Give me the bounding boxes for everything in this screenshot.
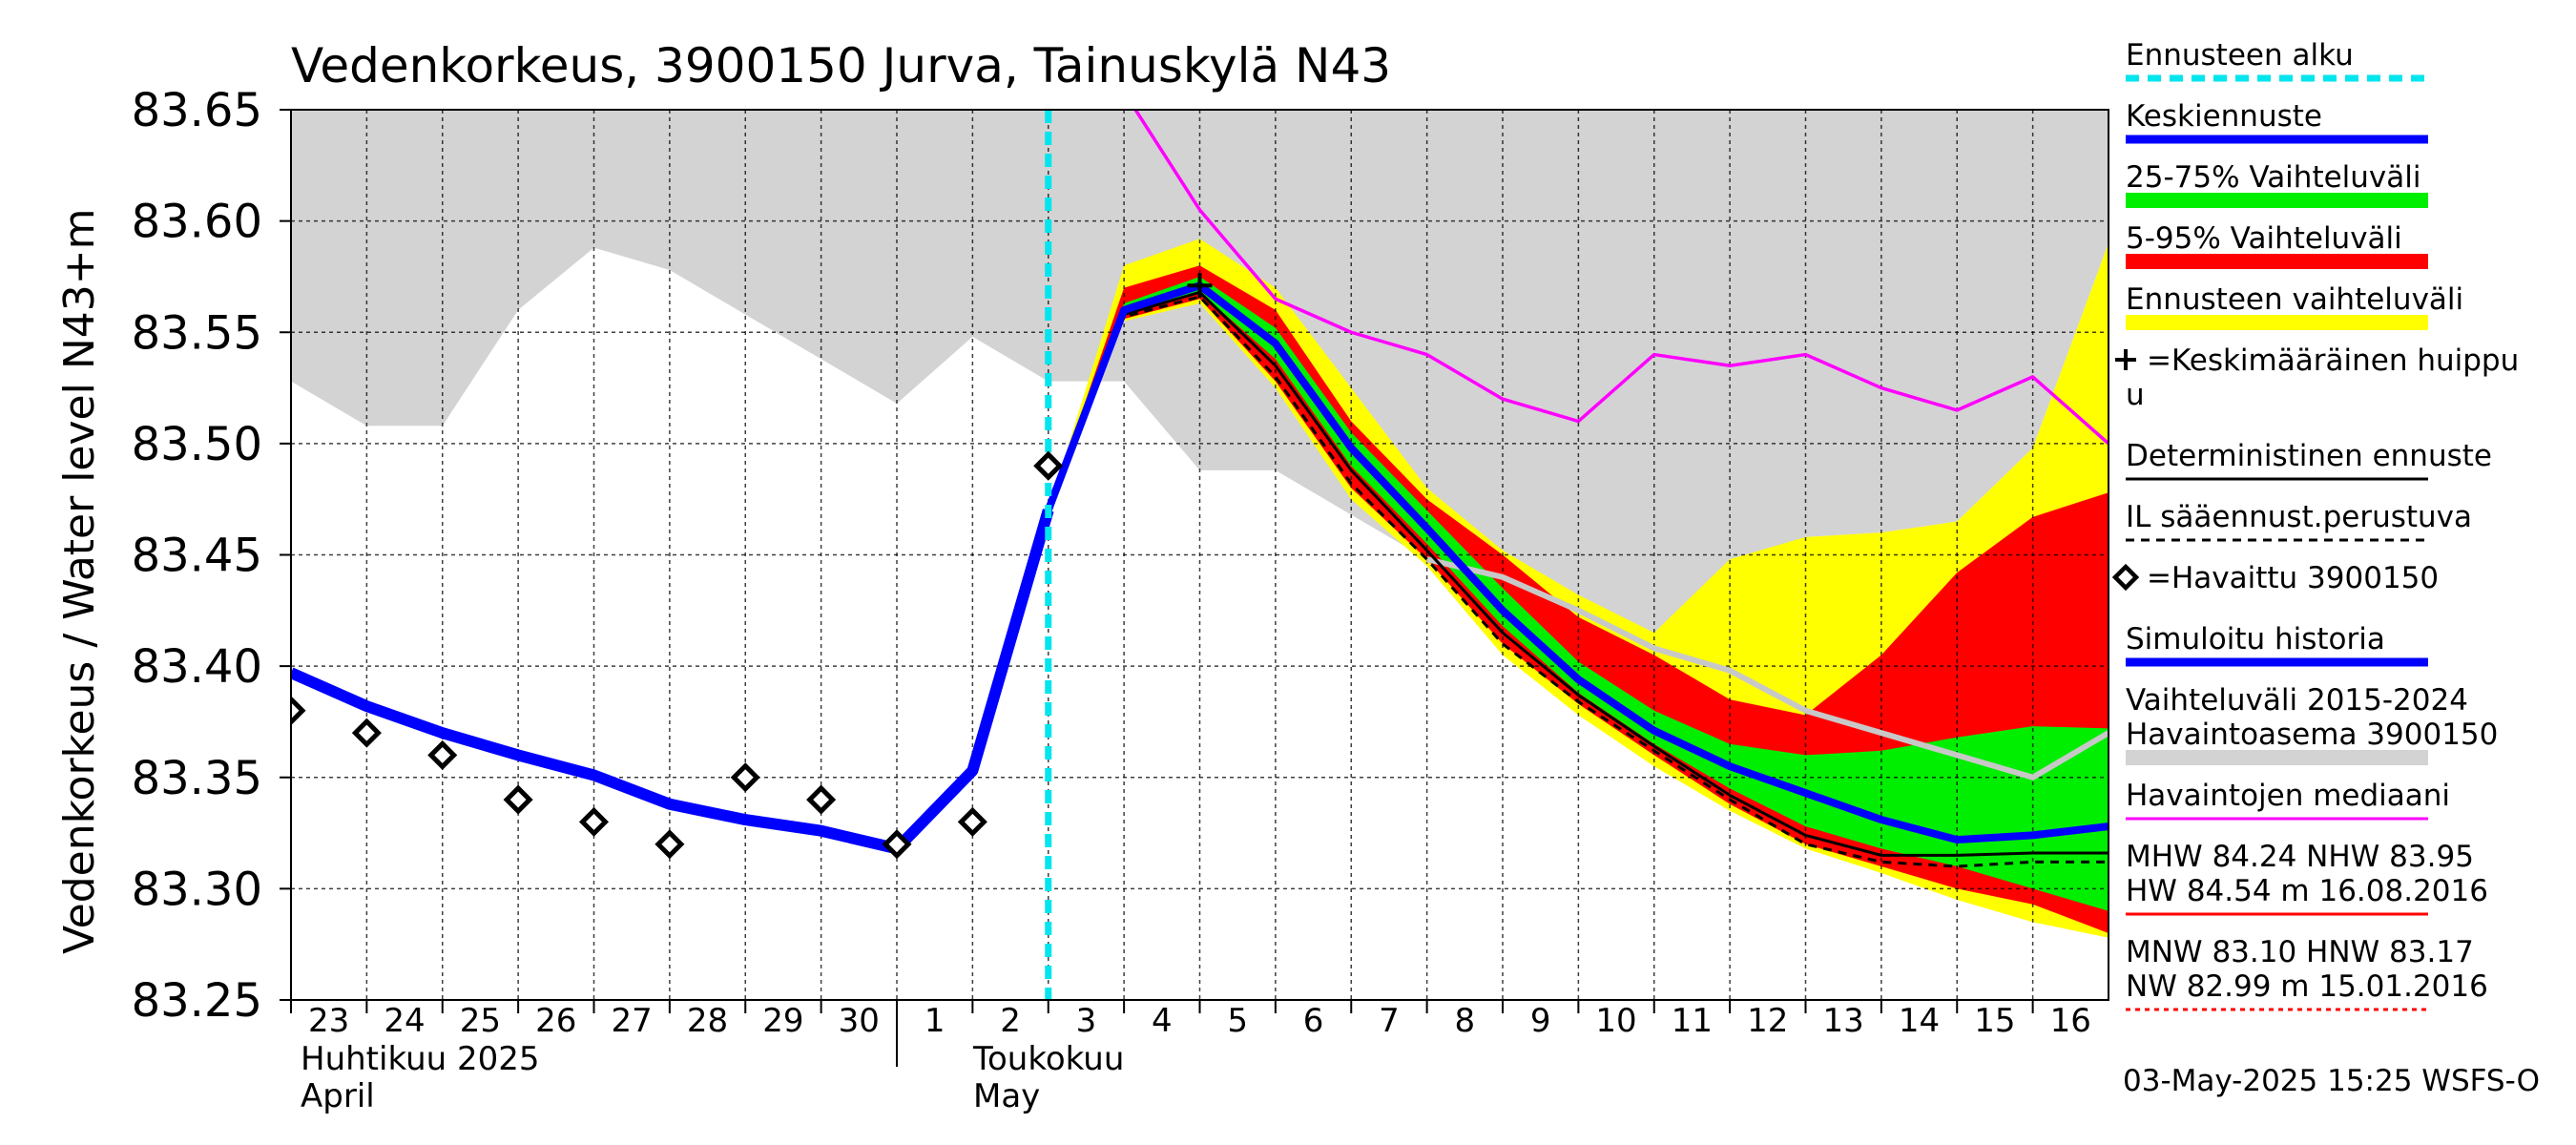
plot-content [291,110,2109,1000]
legend-label: 5-95% Vaihteluväli [2126,221,2402,256]
x-tick-label: 5 [1227,1002,1248,1040]
legend-label-line2: Havaintoasema 3900150 [2126,718,2498,752]
x-tick-label: 4 [1152,1002,1173,1040]
x-tick-label: 24 [384,1002,425,1040]
line-keskiennuste [1045,281,2109,844]
y-tick-label: 83.25 [132,974,262,1028]
legend-plus-icon [2115,349,2136,370]
month-label-fi: Toukokuu [972,1040,1124,1078]
legend-swatch [2126,254,2428,269]
line-il-s-ennust-perustuva [1047,295,2109,868]
x-tick-label: 12 [1747,1002,1788,1040]
legend-label: MNW 83.10 HNW 83.17 [2126,935,2474,969]
y-tick-label: 83.40 [132,640,262,694]
observed-point [957,806,987,837]
line-havaintojen-mediaani [1133,110,2109,446]
y-tick-label: 83.35 [132,752,262,805]
month-label-en: April [301,1077,375,1115]
y-tick-label: 83.65 [132,84,262,137]
x-tick-label: 7 [1379,1002,1400,1040]
month-label-fi: Huhtikuu 2025 [301,1040,540,1078]
observed-point [654,829,685,860]
legend-label: Ennusteen alku [2126,38,2354,73]
legend-swatch [2126,750,2428,765]
axes: 83.25 83.30 83.35 83.40 83.45 83.50 83.55 83.60… [132,84,2109,1115]
legend-label: Keskiennuste [2126,99,2322,134]
y-tick-label: 83.50 [132,418,262,471]
legend-label-line2: u [2126,378,2145,412]
mean-peak-marker [1187,273,1213,299]
month-label-en: May [973,1077,1040,1115]
x-tick-label: 16 [2050,1002,2091,1040]
x-tick-label: 25 [460,1002,501,1040]
x-tick-label: 15 [1974,1002,2015,1040]
line-series [1425,556,2109,781]
x-tick-label: 27 [612,1002,653,1040]
legend-label-line2: NW 82.99 m 15.01.2016 [2126,969,2488,1004]
observed-point [806,784,837,815]
observed-point [578,806,610,837]
y-tick-label: 83.30 [132,863,262,916]
legend: Ennusteen alku Keskiennuste 25-75% Vaihtel… [2111,38,2519,1011]
legend-label: MHW 84.24 NHW 83.95 [2126,840,2474,874]
legend-label-line2: HW 84.54 m 16.08.2016 [2126,874,2488,908]
x-tick-label: 2 [1000,1002,1021,1040]
x-tick-label: 30 [839,1002,880,1040]
y-axis-label: Vedenkorkeus / Water level N43+m [55,209,104,954]
y-tick-label: 83.45 [132,530,262,583]
legend-swatch [2126,193,2428,208]
observed-point [503,784,533,815]
legend-label: Simuloitu historia [2126,622,2385,656]
observed-point [1033,450,1064,481]
legend-label: =Keskimääräinen huippu [2147,344,2519,378]
x-tick-label: 13 [1823,1002,1864,1040]
x-tick-label: 23 [308,1002,349,1040]
legend-label: Ennusteen vaihteluväli [2126,282,2463,317]
observed-point [730,762,760,793]
legend-label: IL sääennust.perustuva [2126,500,2472,534]
footer-timestamp: 03-May-2025 15:25 WSFS-O [2123,1064,2540,1098]
observed-point [427,739,458,770]
plot-area [291,110,2109,1000]
x-tick-label: 14 [1899,1002,1940,1040]
x-tick-label: 3 [1076,1002,1097,1040]
x-tick-label: 26 [535,1002,576,1040]
x-tick-label: 8 [1454,1002,1475,1040]
observed-point [882,829,912,860]
band-25-75-vaihteluv-li [1048,276,2109,911]
x-tick-label: 11 [1672,1002,1713,1040]
line-simuloitu-historia [291,509,1054,855]
x-tick-label: 10 [1595,1002,1636,1040]
chart-title: Vedenkorkeus, 3900150 Jurva, Tainuskylä … [291,38,1391,94]
x-tick-label: 6 [1303,1002,1324,1040]
line-deterministinen-ennuste [1047,290,2109,857]
x-tick-label: 9 [1530,1002,1551,1040]
y-tick-label: 83.60 [132,196,262,249]
x-tick-label: 28 [687,1002,728,1040]
x-tick-label: 29 [762,1002,803,1040]
legend-diamond-icon [2111,563,2140,592]
legend-label: Deterministinen ennuste [2126,439,2492,473]
legend-label: =Havaittu 3900150 [2147,561,2439,595]
legend-swatch [2126,315,2428,330]
x-tick-label: 1 [924,1002,945,1040]
y-tick-label: 83.55 [132,306,262,360]
legend-label: Havaintojen mediaani [2126,779,2450,813]
observed-point [291,696,306,726]
observed-point [351,718,382,748]
legend-label: 25-75% Vaihteluväli [2126,160,2421,195]
legend-label: Vaihteluväli 2015-2024 [2126,683,2468,718]
